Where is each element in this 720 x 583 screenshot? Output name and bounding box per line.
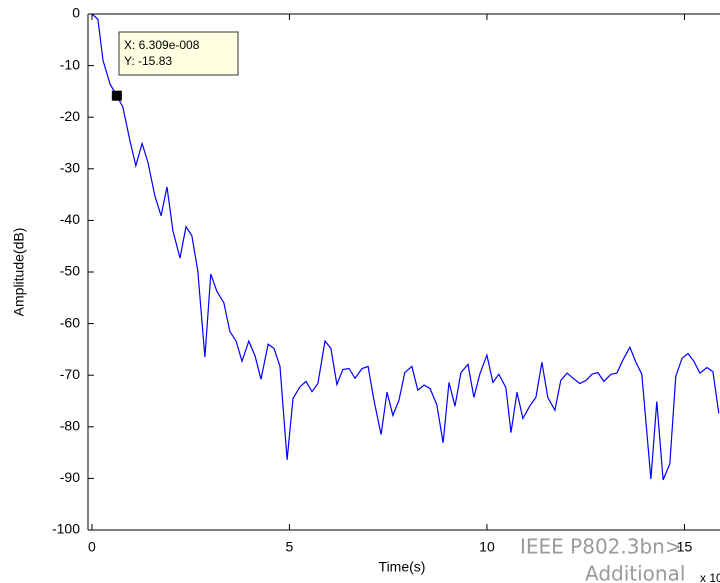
datatip-x: X: 6.309e-008 — [124, 38, 200, 52]
x-tick-label: 15 — [677, 539, 693, 555]
x-tick-label: 0 — [88, 539, 96, 555]
y-tick-label: -50 — [60, 263, 80, 279]
y-tick-label: -80 — [60, 418, 80, 434]
line — [91, 13, 720, 481]
y-tick-label: -10 — [60, 56, 80, 72]
y-tick-label: -30 — [60, 160, 80, 176]
y-tick-label: -90 — [60, 469, 80, 485]
x-tick-label: 5 — [286, 539, 294, 555]
overlay-text: IEEE P802.3bn> — [520, 535, 682, 559]
datatip-marker — [111, 90, 122, 101]
x-axis-label: Time(s) — [379, 559, 426, 575]
overlay-text: Additional — [585, 562, 685, 583]
y-tick-label: -60 — [60, 314, 80, 330]
datatip-box — [118, 31, 239, 76]
y-tick-label: -100 — [52, 521, 80, 537]
y-tick-label: 0 — [72, 5, 80, 21]
x-tick-label: 10 — [479, 539, 495, 555]
x-multiplier: x 10 — [700, 571, 720, 583]
y-axis-label: Amplitude(dB) — [11, 228, 27, 317]
y-tick-label: -40 — [60, 211, 80, 227]
datatip-y: Y: -15.83 — [124, 54, 172, 68]
y-tick-label: -20 — [60, 108, 80, 124]
y-tick-label: -70 — [60, 366, 80, 382]
